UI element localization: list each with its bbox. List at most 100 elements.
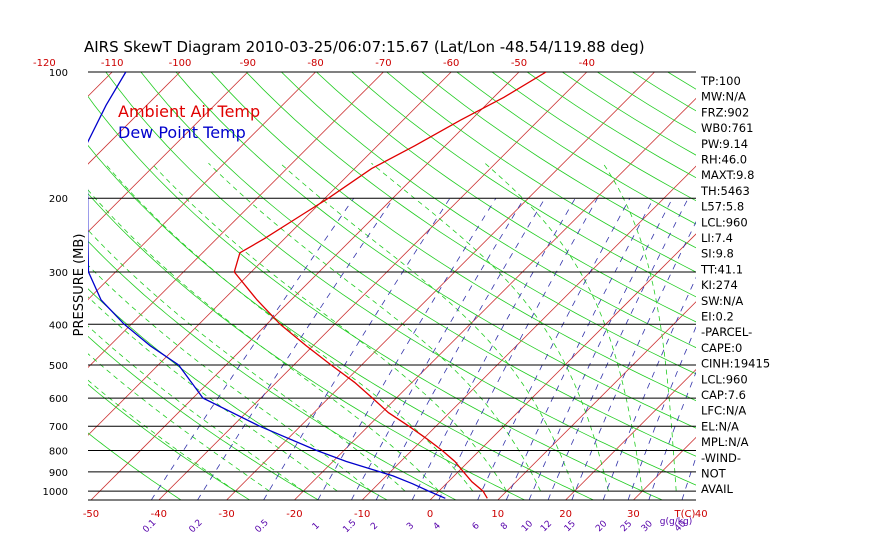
index-item: FRZ:902 <box>701 105 749 119</box>
mixing-ratio-tick-label: 20 <box>594 519 609 534</box>
index-item: KI:274 <box>701 278 738 292</box>
index-item: SI:9.8 <box>701 247 734 261</box>
mixing-ratio-line <box>150 197 355 500</box>
bottom-temp-tick-label: 30 <box>627 509 640 520</box>
moist-adiabat-line <box>88 264 372 492</box>
isotherm-line <box>837 72 870 500</box>
dry-adiabat-line <box>667 72 696 90</box>
dry-adiabat-line <box>140 72 696 457</box>
pressure-tick-label: 900 <box>49 468 68 479</box>
moist-adiabat-line <box>371 162 609 492</box>
isotherm-line <box>769 72 870 500</box>
bottom-temp-tick-label: -40 <box>151 509 167 520</box>
mixing-ratio-tick-label: 8 <box>499 521 510 532</box>
isotherm-line <box>88 72 316 301</box>
moist-adiabat-line <box>88 379 236 492</box>
legend-ambient-air-temp: Ambient Air Temp <box>118 102 260 121</box>
isotherm-line <box>88 72 181 165</box>
pressure-tick-label: 700 <box>49 422 68 433</box>
isotherm-line <box>88 72 452 436</box>
moist-adiabat-line <box>88 325 304 492</box>
top-temp-tick-label: -110 <box>101 58 124 69</box>
pressure-tick-label: 300 <box>49 268 68 279</box>
dry-adiabat-line <box>526 72 696 179</box>
pressure-tick-label: 200 <box>49 194 68 205</box>
index-item: WB0:761 <box>701 121 753 135</box>
bottom-temp-tick-label: -10 <box>354 509 370 520</box>
moist-adiabat-line <box>151 162 508 492</box>
dry-adiabat-line <box>88 288 388 500</box>
top-temp-tick-label: -120 <box>33 58 56 69</box>
mixing-ratio-tick-label: 0.5 <box>254 518 271 535</box>
mixing-ratio-line <box>571 221 696 500</box>
mixing-ratio-tick-label: 12 <box>539 519 554 534</box>
mixing-ratio-line <box>547 198 689 500</box>
mixing-ratio-tick-label: 2 <box>369 521 380 532</box>
sounding-series <box>88 72 547 499</box>
top-temp-tick-label: -40 <box>579 58 595 69</box>
index-item: L57:5.8 <box>701 200 744 214</box>
bottom-temp-tick-label: -20 <box>286 509 302 520</box>
chart-title: AIRS SkewT Diagram 2010-03-25/06:07:15.6… <box>84 38 645 56</box>
top-temp-tick-label: -90 <box>240 58 256 69</box>
isotherm-line <box>429 233 696 500</box>
isotherm-line <box>90 72 520 500</box>
bottom-temp-tick-label: 20 <box>559 509 572 520</box>
pressure-tick-label: 1000 <box>43 487 68 498</box>
dry-adiabat-line <box>386 72 696 273</box>
dry-adiabat-line <box>316 72 696 323</box>
dry-adiabat-line <box>210 72 696 402</box>
mixing-ratio-tick-label: 0.2 <box>187 518 204 535</box>
pressure-tick-label: 100 <box>49 68 68 79</box>
pressure-tick-label: 400 <box>49 320 68 331</box>
top-temp-tick-label: -60 <box>443 58 459 69</box>
index-item: CINH:19415 <box>701 357 770 371</box>
dry-adiabat-line <box>88 95 663 500</box>
index-item: LFC:N/A <box>701 404 746 418</box>
pressure-tick-label: 500 <box>49 361 68 372</box>
mixing-ratio-line <box>317 197 497 500</box>
y-axis-label: PRESSURE (MB) <box>72 234 87 337</box>
mixing-ratio-tick-label: 15 <box>563 519 578 534</box>
moist-adiabat-line <box>104 162 474 492</box>
mixing-ratio-line <box>627 325 696 500</box>
isotherm-line <box>294 97 696 500</box>
dry-adiabat-line <box>632 72 696 112</box>
mixing-ratio-line <box>602 276 696 500</box>
mixing-ratio-tick-label: 1.5 <box>341 518 358 535</box>
index-item: CAPE:0 <box>701 341 742 355</box>
index-item: LCL:960 <box>701 372 748 386</box>
isotherm-line <box>0 72 44 500</box>
bottom-temp-tick-label: 0 <box>427 509 433 520</box>
mixing-ratio-tick-label: 10 <box>520 519 535 534</box>
top-temp-tick-label: -80 <box>307 58 323 69</box>
dry-adiabat-line <box>105 72 696 486</box>
dry-adiabat-line <box>351 72 696 298</box>
top-temp-tick-label: -50 <box>511 58 527 69</box>
mixing-ratio-line <box>528 198 673 500</box>
pressure-tick-label: 800 <box>49 447 68 458</box>
mixing-ratio-line <box>411 197 576 500</box>
index-item: EL:N/A <box>701 419 739 433</box>
mixing-ratio-axis-label: g(g/kg) <box>660 517 692 527</box>
mixing-ratio-tick-label: 30 <box>640 519 655 534</box>
index-item: MW:N/A <box>701 90 746 104</box>
isotherm-line <box>565 369 696 500</box>
moist-adiabat-line <box>88 353 270 492</box>
index-item: CAP:7.6 <box>701 388 746 402</box>
dew-point-temp-line <box>88 72 446 499</box>
moist-adiabat-line <box>279 162 575 492</box>
mixing-ratio-tick-label: 6 <box>471 521 482 532</box>
index-item: -PARCEL- <box>701 325 752 339</box>
isotherm-line <box>226 72 655 500</box>
pressure-tick-label: 600 <box>49 394 68 405</box>
dry-adiabat-line <box>88 383 250 500</box>
index-item: PW:9.14 <box>701 137 748 151</box>
mixing-ratio-line <box>375 197 546 500</box>
index-item: -WIND- <box>701 451 741 465</box>
bottom-temp-tick-label: 40 <box>695 509 708 520</box>
index-item: RH:46.0 <box>701 153 747 167</box>
index-item: TH:5463 <box>700 184 750 198</box>
ambient-air-temp-line <box>233 72 547 499</box>
